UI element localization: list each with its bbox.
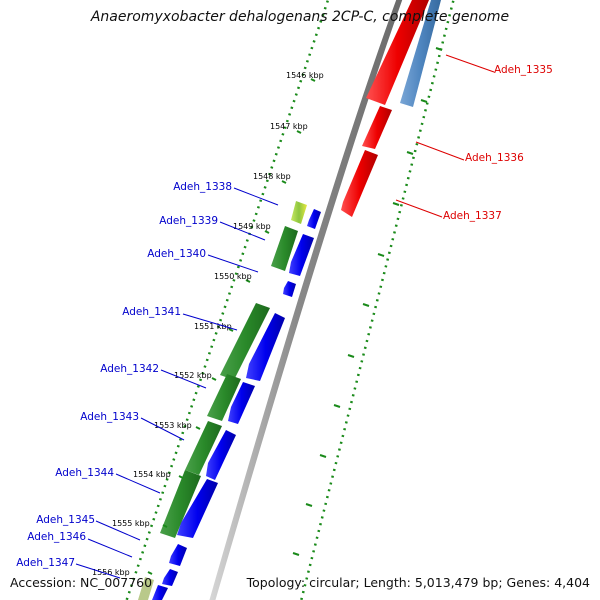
gene-label-adeh-1335[interactable]: Adeh_1335: [494, 64, 553, 76]
gene-label-adeh-1346[interactable]: Adeh_1346: [27, 531, 86, 543]
tick-marks: [147, 47, 443, 575]
gene-adeh-1345[interactable]: [169, 544, 187, 566]
accession-text: Accession: NC_007760: [10, 575, 153, 590]
gene-adeh-1338[interactable]: [291, 201, 321, 229]
reverse-gene-labels: Adeh_1335 Adeh_1336 Adeh_1337: [443, 64, 553, 222]
tick-label: 1556 kbp: [92, 568, 130, 577]
tick-label: 1553 kbp: [154, 421, 192, 430]
gene-label-adeh-1345[interactable]: Adeh_1345: [36, 514, 95, 526]
gene-adeh-1337[interactable]: [341, 150, 378, 217]
outer-tick-guide: [125, 0, 330, 600]
tick-label: 1547 kbp: [270, 122, 308, 131]
gene-label-adeh-1347[interactable]: Adeh_1347: [16, 557, 75, 569]
inner-tick-guide: [299, 0, 455, 600]
gene-label-adeh-1344[interactable]: Adeh_1344: [55, 467, 114, 479]
gene-adeh-1341[interactable]: [220, 303, 285, 381]
gene-adeh-1335[interactable]: [366, 0, 441, 107]
gene-label-adeh-1341[interactable]: Adeh_1341: [122, 306, 181, 318]
gene-label-adeh-1336[interactable]: Adeh_1336: [465, 152, 524, 164]
tick-label: 1552 kbp: [174, 371, 212, 380]
tick-label: 1548 kbp: [253, 172, 291, 181]
tick-label: 1555 kbp: [112, 519, 150, 528]
gene-adeh-1336[interactable]: [362, 106, 392, 149]
gene-adeh-1346[interactable]: [162, 569, 178, 586]
gene-label-adeh-1339[interactable]: Adeh_1339: [159, 215, 218, 227]
reverse-gene-track: [341, 0, 441, 217]
gene-label-adeh-1340[interactable]: Adeh_1340: [147, 248, 206, 260]
tick-labels: 1546 kbp 1547 kbp 1548 kbp 1549 kbp 1550…: [92, 71, 324, 577]
tick-label: 1550 kbp: [214, 272, 252, 281]
forward-gene-track: [138, 201, 321, 600]
gene-adeh-1339[interactable]: [271, 226, 314, 276]
gene-adeh-1347[interactable]: [138, 577, 168, 600]
leader-lines: [75, 54, 495, 579]
gene-adeh-1343[interactable]: [185, 421, 236, 480]
genome-backbone: [209, 0, 403, 600]
topology-text: Topology: circular; Length: 5,013,479 bp…: [246, 575, 590, 590]
gene-adeh-1340[interactable]: [283, 281, 296, 297]
tick-label: 1554 kbp: [133, 470, 171, 479]
forward-gene-labels: Adeh_1338 Adeh_1339 Adeh_1340 Adeh_1341 …: [16, 181, 232, 569]
tick-label: 1549 kbp: [233, 222, 271, 231]
gene-label-adeh-1342[interactable]: Adeh_1342: [100, 363, 159, 375]
tick-label: 1546 kbp: [286, 71, 324, 80]
tick-label: 1551 kbp: [194, 322, 232, 331]
gene-label-adeh-1343[interactable]: Adeh_1343: [80, 411, 139, 423]
gene-adeh-1344[interactable]: [160, 470, 218, 538]
gene-label-adeh-1338[interactable]: Adeh_1338: [173, 181, 232, 193]
page-title: Anaeromyxobacter dehalogenans 2CP-C, com…: [90, 9, 510, 25]
gene-label-adeh-1337[interactable]: Adeh_1337: [443, 210, 502, 222]
gene-adeh-1342[interactable]: [207, 374, 255, 424]
